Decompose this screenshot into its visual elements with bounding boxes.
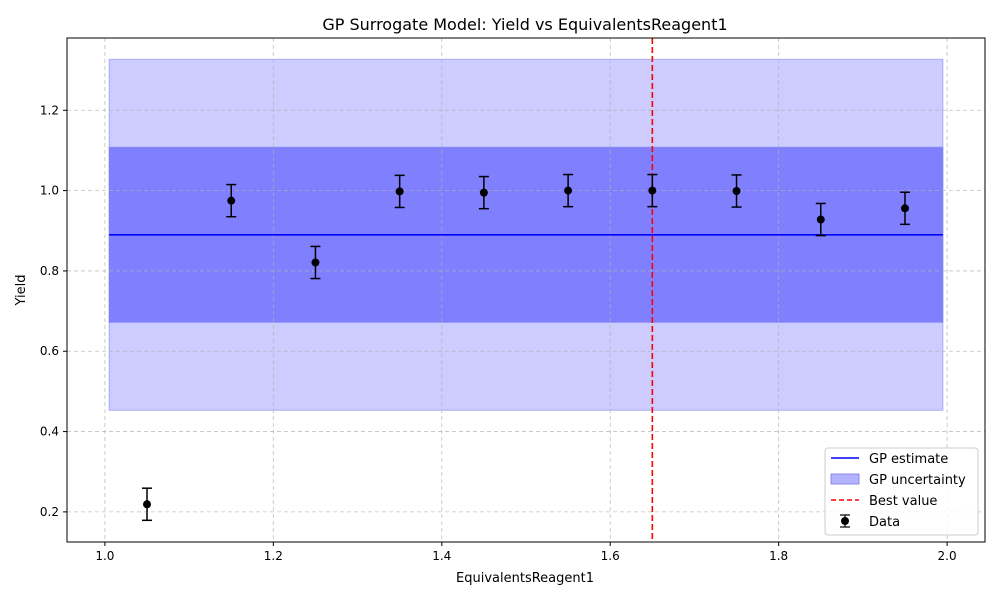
legend-gp-uncertainty-label: GP uncertainty [869, 473, 966, 488]
x-tick-label-1: 1.2 [264, 549, 283, 563]
legend-box [824, 447, 979, 536]
data-point-3 [394, 174, 405, 209]
legend-best-value-label: Best value [869, 494, 937, 509]
data-marker-9 [900, 204, 909, 213]
y-tick-label-5: 1.2 [40, 103, 59, 117]
data-marker-3 [395, 187, 404, 196]
data-marker-4 [479, 188, 488, 197]
data-point-7 [731, 174, 742, 208]
data-point-5 [563, 173, 574, 208]
y-tick-label-2: 0.6 [40, 344, 59, 358]
y-axis-label: Yield [14, 275, 29, 307]
data-point-2 [310, 245, 321, 280]
data-point-9 [899, 191, 910, 226]
data-point-8 [815, 202, 826, 237]
y-axis-ticks: 0.2 0.4 0.6 0.8 1.0 1.2 [40, 103, 67, 519]
data-point-4 [478, 175, 489, 210]
y-tick-label-3: 0.8 [40, 264, 59, 278]
data-marker-0 [143, 500, 152, 509]
data-point-6 [647, 173, 658, 208]
x-tick-label-0: 1.0 [95, 549, 114, 563]
data-marker-2 [311, 258, 320, 267]
data-marker-7 [732, 187, 741, 196]
legend-gp-estimate-label: GP estimate [869, 452, 948, 467]
x-tick-label-2: 1.4 [432, 549, 451, 563]
x-axis-ticks: 1.0 1.2 1.4 1.6 1.8 2.0 [95, 542, 957, 563]
data-points [142, 173, 910, 522]
legend-data-label: Data [869, 515, 900, 530]
x-tick-label-5: 2.0 [938, 549, 957, 563]
legend-gp-uncertainty-swatch [830, 473, 860, 485]
x-axis-label: EquivalentsReagent1 [456, 571, 594, 586]
data-point-0 [142, 487, 153, 522]
chart-title: GP Surrogate Model: Yield vs Equivalents… [322, 15, 727, 34]
y-tick-label-1: 0.4 [40, 425, 59, 439]
data-marker-1 [227, 196, 236, 205]
data-marker-8 [816, 215, 825, 224]
x-tick-label-4: 1.8 [769, 549, 788, 563]
y-tick-label-0: 0.2 [40, 505, 59, 519]
legend: GP estimate GP uncertainty Best value Da… [824, 447, 979, 536]
x-tick-label-3: 1.6 [601, 549, 620, 563]
data-point-1 [226, 183, 237, 218]
y-tick-label-4: 1.0 [40, 184, 59, 198]
data-marker-6 [648, 186, 657, 195]
legend-data-swatch [840, 514, 850, 528]
plot-frame [66, 37, 986, 543]
data-marker-5 [564, 186, 573, 195]
